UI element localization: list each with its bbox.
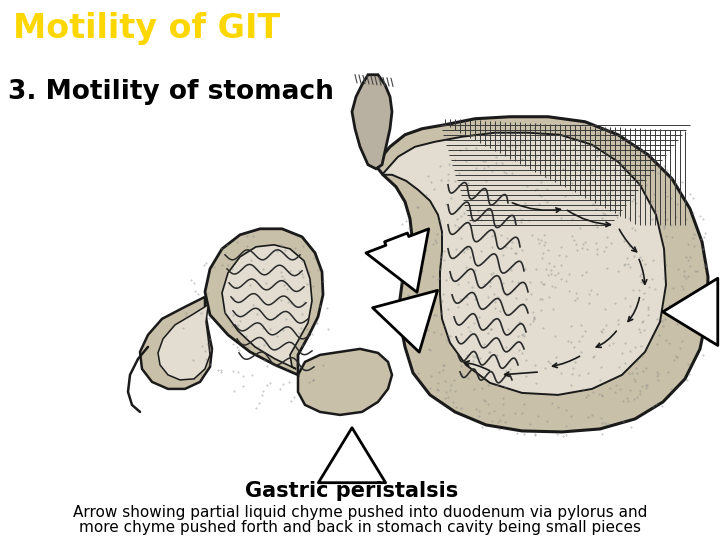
Text: Motility of GIT: Motility of GIT: [13, 12, 280, 45]
Polygon shape: [205, 229, 323, 375]
Text: more chyme pushed forth and back in stomach cavity being small pieces: more chyme pushed forth and back in stom…: [79, 520, 641, 535]
Text: Arrow showing partial liquid chyme pushed into duodenum via pylorus and: Arrow showing partial liquid chyme pushe…: [73, 505, 647, 520]
Text: 3. Motility of stomach: 3. Motility of stomach: [8, 79, 334, 105]
Polygon shape: [158, 305, 210, 380]
Polygon shape: [298, 349, 392, 415]
Text: Gastric peristalsis: Gastric peristalsis: [246, 481, 459, 501]
Polygon shape: [140, 297, 212, 389]
Polygon shape: [382, 133, 666, 395]
Polygon shape: [375, 117, 708, 432]
Polygon shape: [222, 245, 312, 369]
Polygon shape: [352, 75, 392, 169]
